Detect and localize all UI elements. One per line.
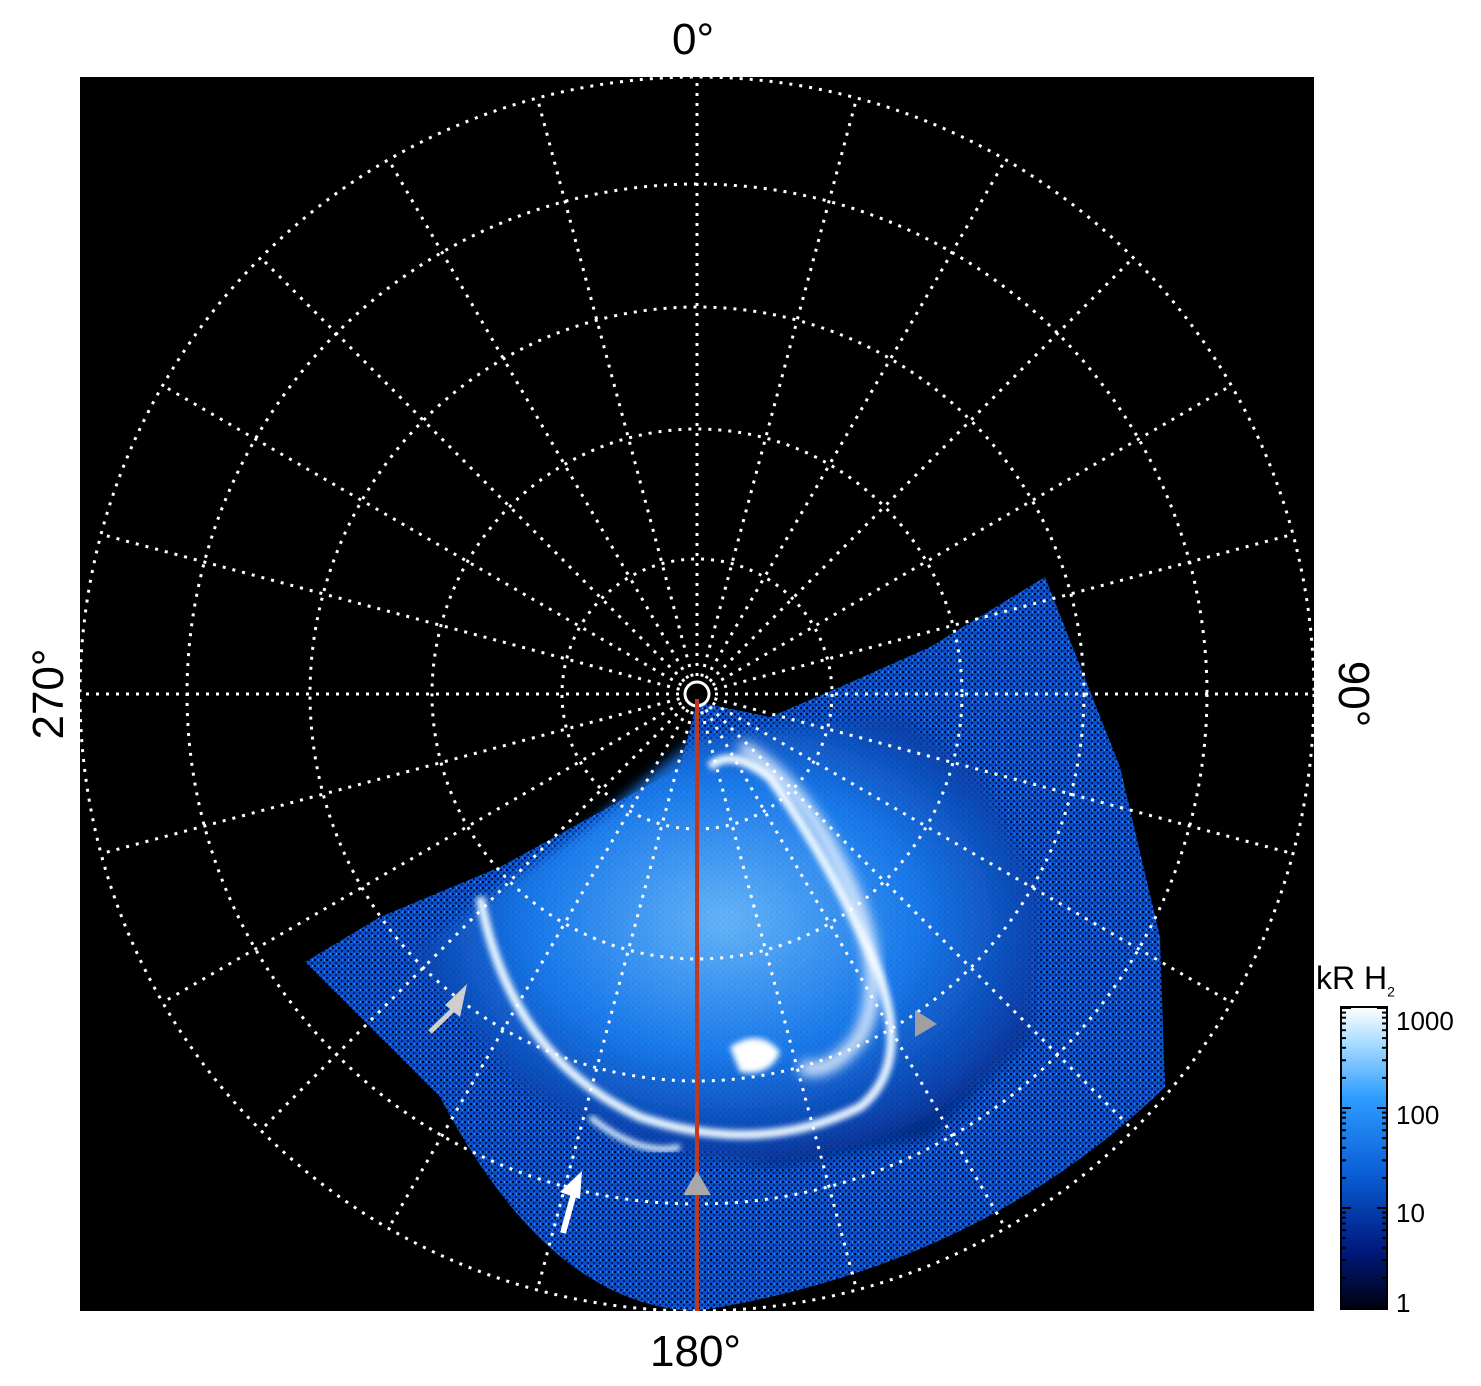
- inner-bright-arc: [736, 740, 880, 1076]
- longitude-label-0: 0°: [672, 15, 715, 64]
- longitude-label-180: 180°: [650, 1327, 742, 1376]
- longitude-label-90: 90°: [1329, 660, 1378, 728]
- colorbar-tick-100: 100: [1396, 1100, 1440, 1130]
- arrow-gray-meridian: [683, 1171, 711, 1195]
- colorbar-tick-1: 1: [1396, 1288, 1411, 1318]
- colorbar-title: kR H2: [1316, 960, 1395, 1000]
- arrow-gray-right: [915, 1010, 937, 1037]
- polar-aurora-image: [80, 77, 1314, 1311]
- longitude-label-270: 270°: [24, 648, 73, 740]
- main-auroral-oval: [475, 754, 896, 1140]
- colorbar-tick-1000: 1000: [1396, 1006, 1454, 1036]
- bright-spot: [730, 1038, 780, 1073]
- aurora-diffuse-glow: [410, 717, 1040, 1167]
- arrow-white-lower: [560, 1171, 582, 1234]
- secondary-emission-arc: [588, 1114, 681, 1152]
- colorbar: [1340, 1006, 1388, 1310]
- arrow-white-upper: [428, 984, 467, 1034]
- colorbar-tick-10: 10: [1396, 1198, 1425, 1228]
